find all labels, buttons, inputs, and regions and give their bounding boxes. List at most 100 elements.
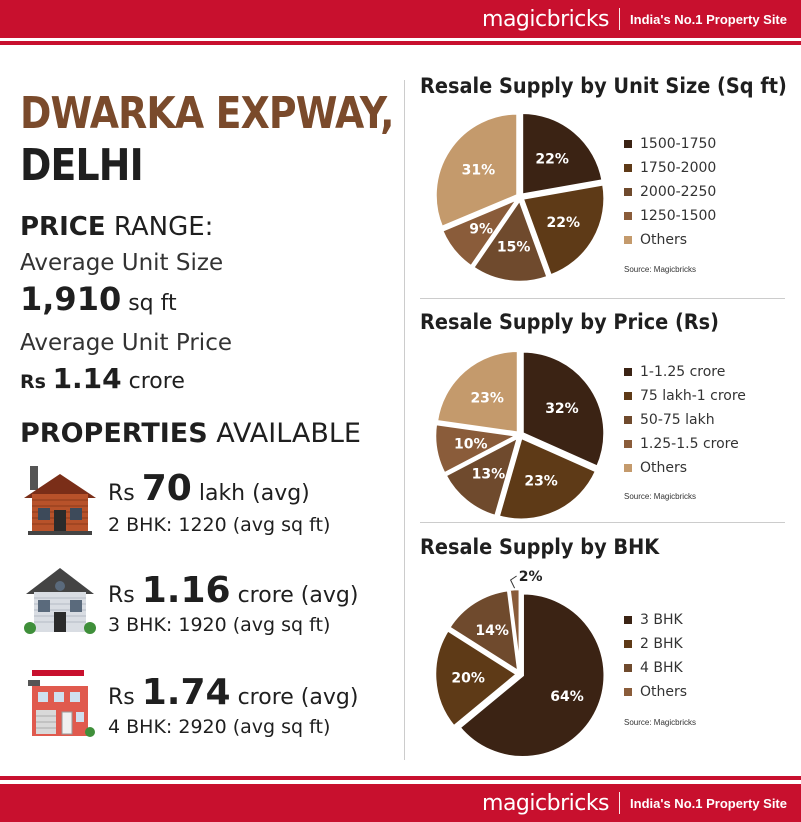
legend-label: 75 lakh-1 crore <box>640 388 746 404</box>
legend-item: Others <box>624 684 687 700</box>
legend-item: 2000-2250 <box>624 184 716 200</box>
legend-item: 4 BHK <box>624 660 683 676</box>
legend-swatch <box>624 688 632 696</box>
header-bar: magicbricks India's No.1 Property Site <box>0 0 801 38</box>
price-suffix: lakh (avg) <box>191 481 310 506</box>
price-prefix: Rs <box>108 481 142 506</box>
pie-slice-label: 31% <box>462 162 496 178</box>
legend-swatch <box>624 616 632 624</box>
legend-label: Others <box>640 232 688 248</box>
legend-item: 1250-1500 <box>624 208 716 224</box>
pie-slice-label: 14% <box>475 623 509 639</box>
pie-slice-label: 22% <box>547 215 581 231</box>
pie-slice-label: 32% <box>545 401 579 417</box>
pie-slice <box>520 112 605 197</box>
legend-label: 50-75 lakh <box>640 412 715 428</box>
footer-brand[interactable]: magicbricks India's No.1 Property Site <box>482 784 787 822</box>
legend-swatch <box>624 464 632 472</box>
legend-item: 3 BHK <box>624 612 683 628</box>
pie-slice <box>443 434 521 518</box>
chart-title-unit-size: Resale Supply by Unit Size (Sq ft) <box>420 74 787 98</box>
pie-slice-label: 2% <box>519 569 543 585</box>
shop-house-icon <box>28 670 95 737</box>
legend-item: 2 BHK <box>624 636 683 652</box>
legend-label: 1.25-1.5 crore <box>640 436 739 452</box>
legend-label: 1250-1500 <box>640 208 717 224</box>
legend-label: Others <box>640 684 688 700</box>
pie-slice <box>447 588 520 674</box>
brand-tagline: India's No.1 Property Site <box>630 11 787 27</box>
pie-slice-label: 13% <box>472 467 506 483</box>
pie-slice-label: 22% <box>535 152 569 168</box>
legend-swatch <box>624 236 632 244</box>
legend-label: 3 BHK <box>640 612 683 628</box>
legend-swatch <box>624 212 632 220</box>
pie-chart-unit-size: 22% 22% 15%9% 31% <box>435 112 605 282</box>
pie-slice-label: 9% <box>469 222 493 238</box>
legend-item: Others <box>624 232 687 248</box>
property-card-2bhk[interactable]: Rs 70 lakh (avg) 2 BHK: 1220 (avg sq ft) <box>0 462 400 542</box>
legend-label: Others <box>640 460 688 476</box>
pie-slice <box>440 196 522 269</box>
header-brand[interactable]: magicbricks India's No.1 Property Site <box>482 0 787 38</box>
pie-slice <box>435 112 519 229</box>
chart-separator <box>420 298 785 299</box>
legend-swatch <box>624 440 632 448</box>
property-card-4bhk[interactable]: Rs 1.74 crore (avg) 4 BHK: 2920 (avg sq … <box>0 664 400 744</box>
legend-label: 2 BHK <box>640 636 683 652</box>
pie-slice <box>508 587 522 672</box>
legend-item: 1750-2000 <box>624 160 716 176</box>
pie-slice <box>433 628 520 729</box>
legend-item: 1-1.25 crore <box>624 364 725 380</box>
pie-chart-price: 32% 23% 13% 10% 23% <box>435 350 605 520</box>
price-range-heading: PRICE RANGE: <box>20 212 213 242</box>
pie-slice-label: 64% <box>550 689 584 705</box>
avg-unit-size-unit: sq ft <box>121 291 177 316</box>
brick-house-icon <box>24 466 96 535</box>
avg-unit-price-value: Rs 1.14 crore <box>20 362 185 395</box>
pie-slice <box>471 197 550 282</box>
two-storey-house-icon <box>24 568 96 634</box>
magicbricks-logo: magicbricks <box>482 6 610 32</box>
pie-slice-label: 15% <box>497 240 531 256</box>
price-prefix: Rs <box>108 583 142 608</box>
price-number: 1.74 <box>141 672 231 713</box>
chart-separator <box>420 522 785 523</box>
location-title-line2: DELHI <box>20 140 144 191</box>
legend-swatch <box>624 416 632 424</box>
header-rule <box>0 41 801 45</box>
legend-label: 1500-1750 <box>640 136 717 152</box>
legend-item: 1500-1750 <box>624 136 716 152</box>
brand-separator <box>619 8 621 30</box>
pie-slice <box>457 592 606 759</box>
magicbricks-logo: magicbricks <box>482 790 610 816</box>
price-range-heading-bold: PRICE <box>20 212 106 242</box>
chart-source-price: Source: Magicbricks <box>624 492 697 501</box>
column-divider <box>404 80 405 760</box>
properties-heading: PROPERTIES AVAILABLE <box>20 418 361 449</box>
legend-swatch <box>624 640 632 648</box>
property-detail-4bhk: 4 BHK: 2920 (avg sq ft) <box>108 716 331 738</box>
legend-swatch <box>624 392 632 400</box>
legend-swatch <box>624 188 632 196</box>
property-card-3bhk[interactable]: Rs 1.16 crore (avg) 3 BHK: 1920 (avg sq … <box>0 562 400 642</box>
property-price-2bhk: Rs 70 lakh (avg) <box>108 468 310 509</box>
pie-slice-label: 20% <box>451 670 485 686</box>
footer-rule <box>0 776 801 780</box>
legend-item: Others <box>624 460 687 476</box>
legend-label: 1-1.25 crore <box>640 364 726 380</box>
properties-heading-rest: AVAILABLE <box>207 418 361 449</box>
price-number: 70 <box>141 468 192 509</box>
location-title-line1: DWARKA EXPWAY, <box>20 88 394 139</box>
chart-source-bhk: Source: Magicbricks <box>624 718 697 727</box>
property-price-3bhk: Rs 1.16 crore (avg) <box>108 570 358 611</box>
legend-item: 1.25-1.5 crore <box>624 436 739 452</box>
price-suffix: crore (avg) <box>230 583 359 608</box>
legend-label: 1750-2000 <box>640 160 717 176</box>
chart-title-price: Resale Supply by Price (Rs) <box>420 310 720 334</box>
legend-swatch <box>624 140 632 148</box>
avg-unit-price-number: 1.14 <box>52 362 122 395</box>
pie-slice <box>435 422 522 476</box>
chart-title-bhk: Resale Supply by BHK <box>420 535 660 559</box>
property-detail-3bhk: 3 BHK: 1920 (avg sq ft) <box>108 614 331 636</box>
